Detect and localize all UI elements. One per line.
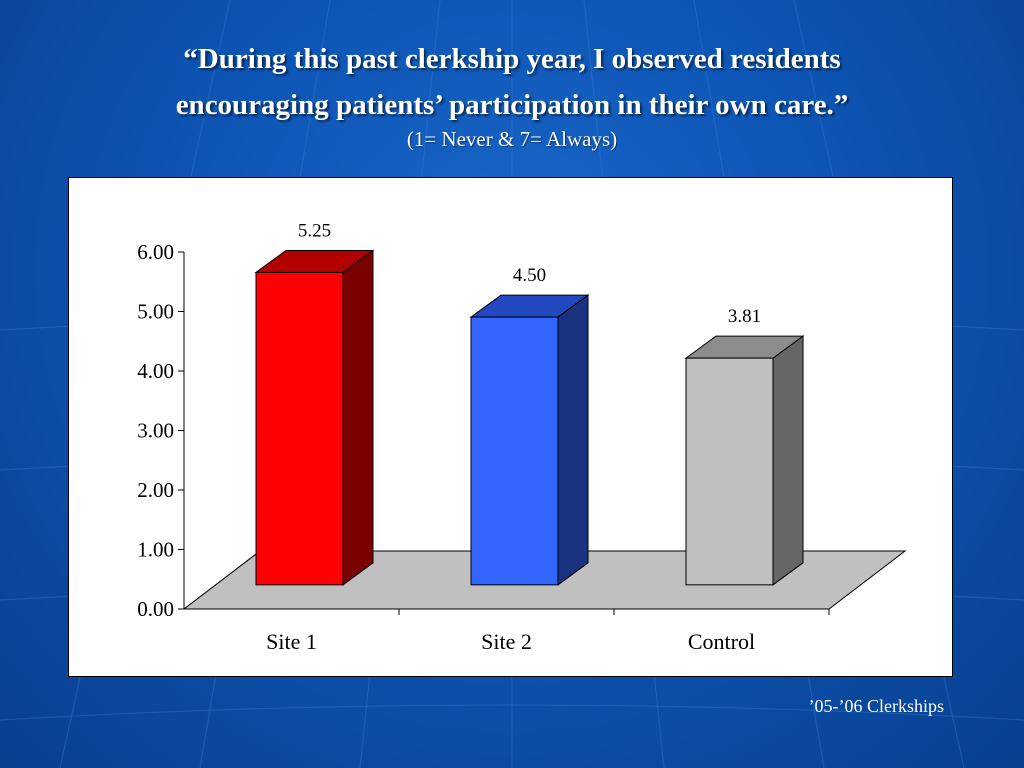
bar-chart: 0.00 1.00 2.00 3.00 4.00 5.00 6.00 5.25 Site 1 4.…: [137, 220, 907, 654]
x-category-label: Site 2: [481, 629, 532, 654]
slide-subtitle: (1= Never & 7= Always): [406, 127, 618, 151]
bar-value-label: 3.81: [728, 306, 761, 327]
slide-title: “During this past clerkship year, I obse…: [0, 36, 1024, 128]
chart-panel: 0.00 1.00 2.00 3.00 4.00 5.00 6.00 5.25 Site 1 4.…: [68, 177, 953, 677]
y-tick-label: 6.00: [137, 240, 174, 264]
y-tick-label: 5.00: [137, 300, 174, 324]
title-line-1: “During this past clerkship year, I obse…: [183, 43, 841, 75]
bar-site-1: [255, 271, 344, 586]
y-tick-label: 4.00: [137, 359, 174, 383]
bar-site-2: [470, 316, 559, 586]
bar-side-site-2: [557, 294, 589, 586]
bar-value-label: 5.25: [298, 220, 331, 241]
x-category-label: Site 1: [266, 629, 317, 654]
y-tick-label: 0.00: [137, 597, 174, 621]
y-tick-label: 2.00: [137, 478, 174, 502]
bar-control: [685, 357, 774, 586]
bar-value-label: 4.50: [513, 265, 546, 286]
footer-note: ’05-’06 Clerkships: [808, 696, 944, 716]
bar-side-control: [772, 335, 804, 586]
bar-side-site-1: [342, 249, 374, 586]
x-category-label: Control: [688, 629, 755, 654]
title-line-2: encouraging patients’ participation in t…: [175, 89, 849, 121]
y-tick-label: 3.00: [137, 419, 174, 443]
y-tick-label: 1.00: [137, 538, 174, 562]
